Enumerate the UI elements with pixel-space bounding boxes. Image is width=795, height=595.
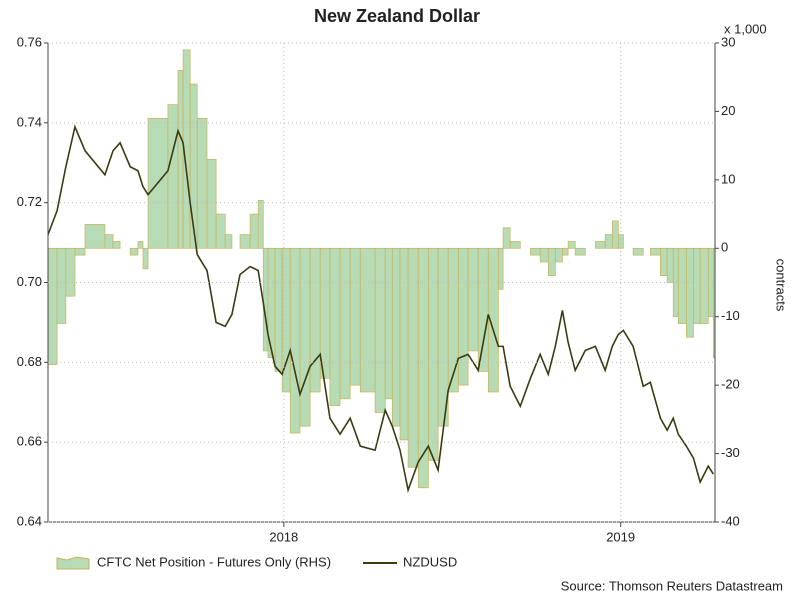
legend-label: NZDUSD — [403, 554, 457, 569]
area-step — [274, 247, 283, 372]
area-step — [502, 227, 511, 249]
area-step — [224, 234, 233, 249]
area-step — [137, 241, 144, 249]
area-step — [567, 241, 576, 249]
y-tick-label: 0.70 — [17, 274, 42, 289]
area-step — [399, 247, 409, 441]
area-step — [617, 234, 624, 249]
area-step — [554, 247, 563, 263]
area-step — [547, 247, 556, 277]
area-step — [359, 247, 376, 393]
area-step — [677, 247, 687, 324]
chart-title: New Zealand Dollar — [314, 6, 480, 26]
y2-tick-label: -10 — [721, 308, 740, 323]
area-step — [407, 247, 419, 468]
area-step — [477, 247, 489, 372]
y2-tick-label: -20 — [721, 377, 740, 392]
area-step — [686, 247, 694, 338]
area-step — [262, 247, 269, 352]
area-step — [299, 247, 311, 427]
area-step — [329, 247, 341, 407]
area-step — [595, 241, 606, 249]
area-step — [467, 247, 479, 352]
area-step — [649, 247, 661, 256]
area-step — [349, 247, 361, 386]
legend-label: CFTC Net Position - Futures Only (RHS) — [97, 554, 331, 569]
area-step — [562, 247, 569, 256]
area-step — [498, 247, 504, 290]
area-step — [660, 247, 668, 277]
area-step — [84, 223, 106, 249]
area-step — [487, 247, 499, 393]
area-step — [142, 247, 149, 270]
y-tick-label: 0.64 — [17, 513, 42, 528]
area-step — [384, 247, 393, 400]
line-series — [47, 124, 714, 494]
area-step — [206, 158, 217, 249]
y-tick-label: 0.72 — [17, 194, 42, 209]
area-step — [167, 104, 179, 249]
x-tick-label: 2018 — [269, 529, 298, 544]
y2-tick-label: 0 — [721, 240, 728, 255]
y2-axis-label: contracts — [774, 259, 789, 312]
area-step — [309, 247, 321, 393]
y-tick-label: 0.76 — [17, 34, 42, 49]
area-step — [604, 234, 613, 249]
area-step — [56, 247, 67, 324]
area-step — [427, 247, 439, 461]
area-step — [177, 70, 184, 249]
area-step — [672, 247, 679, 318]
area-step — [509, 241, 521, 249]
area-step — [196, 117, 208, 249]
y2-tick-label: 10 — [721, 171, 735, 186]
area-step — [632, 247, 644, 256]
area-step — [457, 247, 469, 386]
area-step — [112, 241, 121, 249]
area-step — [104, 234, 114, 249]
area-step — [539, 247, 549, 263]
legend-swatch — [56, 556, 90, 570]
y2-tick-label: 20 — [721, 103, 735, 118]
area-step — [374, 247, 386, 413]
area-step — [447, 247, 459, 393]
area-step — [417, 247, 429, 489]
area-step — [249, 213, 259, 249]
area-step — [65, 247, 76, 297]
area-step — [129, 247, 139, 256]
area-step — [257, 200, 264, 249]
area-step — [699, 247, 709, 324]
area-step — [574, 247, 586, 256]
y-tick-label: 0.66 — [17, 434, 42, 449]
y2-tick-label: -30 — [721, 445, 740, 460]
area-step — [666, 247, 674, 283]
y2-tick-label: 30 — [721, 34, 735, 49]
source-note: Source: Thomson Reuters Datastream — [561, 578, 783, 593]
area-step — [391, 247, 401, 427]
y2-tick-label: -40 — [721, 513, 740, 528]
area-step — [530, 247, 541, 256]
y2-unit: x 1,000 — [724, 21, 767, 36]
y-tick-label: 0.68 — [17, 354, 42, 369]
area-step — [339, 247, 351, 400]
area-step — [74, 247, 86, 256]
area-step — [693, 247, 701, 324]
area-step — [47, 247, 58, 365]
area-step — [289, 247, 301, 434]
area-step — [215, 213, 226, 249]
x-tick-label: 2019 — [606, 529, 635, 544]
area-step — [611, 220, 619, 249]
y-tick-label: 0.74 — [17, 114, 42, 129]
area-step — [239, 234, 251, 249]
